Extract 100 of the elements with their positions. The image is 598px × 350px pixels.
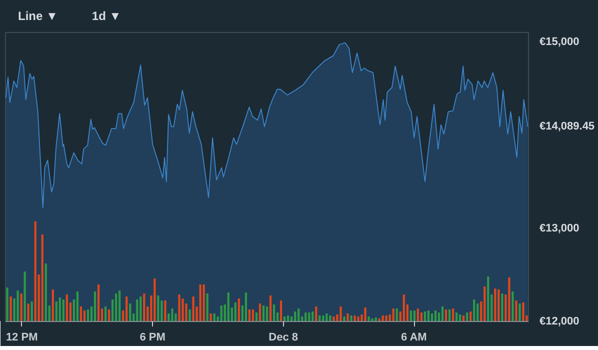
bar bbox=[10, 296, 12, 321]
bar bbox=[364, 308, 366, 321]
bar bbox=[210, 314, 212, 321]
bar bbox=[354, 316, 356, 321]
bar bbox=[192, 296, 194, 321]
x-tick-label: 6 PM bbox=[140, 332, 166, 344]
bar bbox=[213, 314, 216, 321]
bar bbox=[143, 294, 146, 321]
bar bbox=[104, 306, 107, 321]
bar bbox=[266, 306, 268, 321]
bar bbox=[27, 304, 30, 321]
bar bbox=[441, 306, 444, 321]
x-tick-label: 6 AM bbox=[400, 332, 427, 344]
bar bbox=[452, 308, 454, 321]
bar bbox=[262, 306, 265, 321]
bar bbox=[427, 310, 430, 321]
bar bbox=[206, 294, 208, 321]
bar bbox=[374, 318, 377, 321]
bar bbox=[280, 300, 282, 321]
bar bbox=[312, 312, 314, 321]
bar bbox=[126, 296, 128, 321]
bar bbox=[413, 310, 416, 321]
bar bbox=[52, 290, 54, 321]
bar bbox=[459, 314, 462, 321]
bar bbox=[76, 292, 79, 321]
bar bbox=[24, 272, 26, 321]
bar bbox=[136, 300, 138, 321]
bar bbox=[424, 312, 426, 321]
bar bbox=[20, 294, 22, 321]
bar bbox=[368, 316, 370, 321]
bar bbox=[329, 316, 332, 321]
bar bbox=[350, 316, 352, 321]
bar bbox=[115, 294, 118, 321]
bar bbox=[315, 306, 318, 321]
x-tick-label: Dec 8 bbox=[268, 332, 298, 344]
bar bbox=[58, 298, 61, 321]
bar bbox=[62, 300, 64, 321]
bar bbox=[357, 316, 360, 321]
bar bbox=[382, 316, 384, 321]
bar bbox=[501, 294, 504, 321]
bar bbox=[248, 310, 251, 321]
bar bbox=[182, 298, 184, 321]
bar bbox=[318, 316, 321, 321]
bar bbox=[494, 288, 496, 321]
bar bbox=[343, 316, 346, 321]
bar bbox=[346, 314, 349, 321]
bar bbox=[332, 316, 335, 321]
bar bbox=[255, 312, 258, 321]
bar bbox=[322, 316, 324, 321]
bar bbox=[392, 308, 394, 321]
bar bbox=[515, 300, 518, 321]
bar bbox=[455, 312, 458, 321]
bar bbox=[227, 292, 230, 321]
bar bbox=[258, 304, 262, 321]
x-tick-label: 12 PM bbox=[6, 332, 38, 344]
bar bbox=[512, 292, 514, 321]
bar bbox=[108, 310, 110, 321]
bar bbox=[434, 310, 437, 321]
text: 1d ▼ bbox=[92, 9, 122, 23]
bar bbox=[44, 264, 47, 321]
bar bbox=[298, 308, 300, 321]
bar bbox=[238, 298, 240, 321]
bar bbox=[16, 290, 19, 321]
bar bbox=[34, 222, 36, 321]
bar bbox=[476, 304, 479, 321]
bar bbox=[272, 304, 276, 321]
bar bbox=[140, 296, 142, 321]
bar bbox=[448, 310, 451, 321]
bar bbox=[178, 294, 180, 321]
bar bbox=[294, 312, 296, 321]
bar bbox=[86, 310, 90, 321]
bar bbox=[473, 300, 476, 321]
text: Line ▼ bbox=[18, 9, 58, 23]
bar bbox=[269, 296, 272, 321]
bar bbox=[462, 316, 465, 321]
bar bbox=[396, 308, 398, 321]
bar bbox=[522, 302, 524, 321]
y-tick-label: €12,000 bbox=[540, 316, 580, 328]
bar bbox=[171, 308, 174, 321]
bar bbox=[30, 302, 33, 321]
bar bbox=[6, 288, 8, 321]
bar bbox=[283, 316, 286, 321]
bar bbox=[326, 314, 328, 321]
y-tick-label: €13,000 bbox=[540, 222, 580, 234]
bar bbox=[41, 234, 44, 321]
bar bbox=[287, 316, 290, 321]
y-tick-label: €14,089.45 bbox=[540, 120, 595, 133]
bar bbox=[416, 308, 419, 321]
bar bbox=[129, 304, 132, 321]
bar bbox=[97, 284, 100, 321]
bar bbox=[66, 294, 68, 321]
bar bbox=[304, 312, 307, 321]
bar bbox=[55, 302, 58, 321]
bar bbox=[220, 306, 222, 321]
bar bbox=[430, 314, 434, 321]
bar bbox=[487, 276, 490, 321]
bar bbox=[244, 292, 247, 321]
bar bbox=[410, 310, 412, 321]
bar bbox=[164, 300, 166, 321]
bar bbox=[234, 302, 236, 321]
